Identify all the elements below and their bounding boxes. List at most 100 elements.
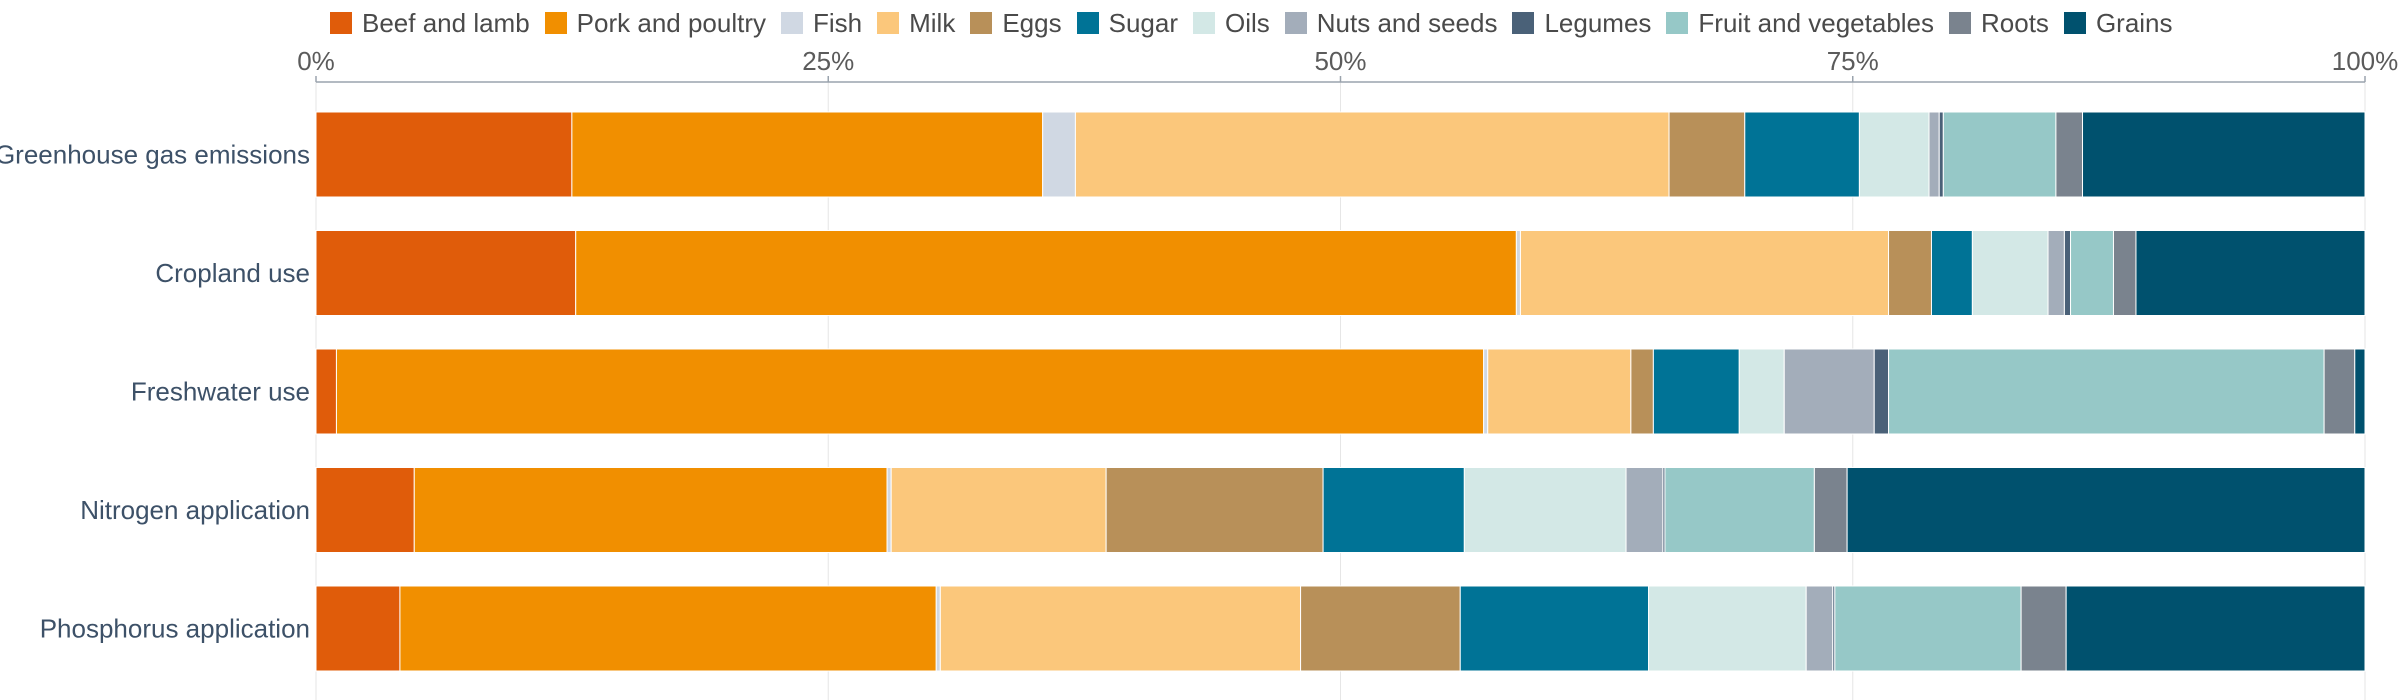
category-label: Greenhouse gas emissions [0,140,310,170]
bar-segment-phosphorus-application-sugar [1459,585,1650,672]
legend-swatch [1949,12,1972,34]
bar-segment-greenhouse-gas-emissions-oils [1858,111,1930,198]
bar-segment-cropland-use-beef-and-lamb [315,230,577,316]
bar-segment-freshwater-use-beef-and-lamb [315,348,337,435]
legend-swatch [1666,12,1689,34]
bar-segment-phosphorus-application-oils [1648,585,1807,672]
bar-segment-greenhouse-gas-emissions-beef-and-lamb [315,111,573,198]
bar-segment-phosphorus-application-pork-and-poultry [399,585,937,672]
legend-item-milk: Milk [877,8,955,39]
bar-segment-greenhouse-gas-emissions-sugar [1744,111,1860,198]
legend-item-nuts-and-seeds: Nuts and seeds [1284,7,1498,39]
bar-segment-phosphorus-application-nuts-and-seeds [1805,585,1834,672]
legend-item-beef-and-lamb: Beef and lamb [330,8,530,39]
bar-segment-phosphorus-application-fruit-and-vegetables [1834,585,2022,672]
bar-segment-phosphorus-application-milk [939,585,1302,672]
bar-segment-greenhouse-gas-emissions-fruit-and-vegetables [1942,111,2057,198]
legend-label: Roots [1981,7,2049,38]
bar-segment-freshwater-use-sugar [1652,348,1740,435]
bar-segment-freshwater-use-pork-and-poultry [335,348,1485,435]
legend-label: Eggs [1002,7,1062,38]
bar-segment-cropland-use-grains [2135,230,2366,316]
bar-segment-freshwater-use-eggs [1630,348,1654,435]
bar-segment-cropland-use-sugar [1930,230,1973,316]
bar-segment-cropland-use-fish [1515,230,1521,316]
legend-label: Sugar [1108,7,1178,38]
bar-segment-freshwater-use-milk [1487,348,1632,435]
bar-segment-cropland-use-oils [1971,230,2049,316]
category-labels: Greenhouse gas emissions Cropland use Fres… [0,140,310,644]
bar-segment-nitrogen-application-sugar [1322,467,1465,553]
bar-segment-freshwater-use-fish [1483,348,1489,435]
x-tick-label: 0% [297,46,335,76]
bar-segment-phosphorus-application-eggs [1300,585,1461,672]
legend-swatch [781,12,803,34]
legend-item-roots: Roots [1949,8,2049,39]
legend-label: Pork and poultry [576,7,766,38]
legend-swatch [1284,12,1307,34]
legend-swatch [1076,12,1099,34]
bar-segment-nitrogen-application-grains [1846,467,2366,553]
bar-segment-freshwater-use-fruit-and-vegetables [1888,348,2325,435]
bars [315,111,2366,672]
legend-item-eggs: Eggs [970,7,1062,39]
bar-segment-greenhouse-gas-emissions-roots [2055,111,2084,198]
bar-segment-cropland-use-milk [1519,230,1890,316]
bar-segment-greenhouse-gas-emissions-fish [1042,111,1076,198]
x-tick-label: 25% [802,46,854,76]
bar-segment-cropland-use-pork-and-poultry [575,230,1517,316]
bar-segment-phosphorus-application-grains [2065,585,2366,672]
legend-label: Beef and lamb [362,7,530,38]
bar-segment-nitrogen-application-pork-and-poultry [413,467,888,553]
legend-label: Nuts and seeds [1316,7,1498,38]
bar-segment-cropland-use-fruit-and-vegetables [2070,230,2114,316]
bar-segment-freshwater-use-nuts-and-seeds [1783,348,1875,435]
legend-item-grains: Grains [2063,7,2173,39]
legend-label: Grains [2095,7,2173,38]
bar-segment-phosphorus-application-fish [935,585,941,672]
legend-swatch [1193,12,1215,34]
legend-swatch [2063,12,2086,34]
legend-swatch [970,12,993,34]
x-axis-ticks: 0% 25% 50% 75% 100% [297,46,2398,82]
bar-segment-nitrogen-application-fruit-and-vegetables [1664,467,1815,553]
bar-segment-cropland-use-eggs [1888,230,1932,316]
bar-segment-phosphorus-application-beef-and-lamb [315,585,401,672]
bar-segment-freshwater-use-oils [1738,348,1785,435]
category-label: Nitrogen application [80,495,310,525]
bar-segment-nitrogen-application-eggs [1105,467,1324,553]
bar-segment-nitrogen-application-fish [886,467,892,553]
x-tick-label: 75% [1827,46,1879,76]
bar-segment-cropland-use-roots [2112,230,2137,316]
bar-segment-nitrogen-application-beef-and-lamb [315,467,415,553]
bar-segment-nitrogen-application-nuts-and-seeds [1625,467,1664,553]
legend-label: Fish [813,7,863,38]
category-label: Phosphorus application [40,614,310,644]
bar-segment-greenhouse-gas-emissions-pork-and-poultry [571,111,1044,198]
x-tick-label: 50% [1314,46,1366,76]
legend-swatch [1512,12,1535,34]
legend-label: Legumes [1544,7,1652,38]
bar-segment-phosphorus-application-roots [2020,585,2067,672]
legend-item-oils: Oils [1193,8,1270,39]
bar-segment-freshwater-use-grains [2354,348,2366,435]
category-label: Freshwater use [131,377,310,407]
bar-segment-freshwater-use-legumes [1873,348,1890,435]
legend-label: Oils [1225,7,1270,38]
bar-segment-nitrogen-application-milk [890,467,1107,553]
bar-segment-cropland-use-legumes [2063,230,2072,316]
x-tick-label: 100% [2332,46,2399,76]
bar-segment-greenhouse-gas-emissions-eggs [1668,111,1746,198]
legend-item-fruit-and-vegetables: Fruit and vegetables [1666,8,1934,39]
bar-segment-nitrogen-application-roots [1813,467,1848,553]
legend-label: Milk [909,7,956,38]
bar-segment-greenhouse-gas-emissions-nuts-and-seeds [1928,111,1940,198]
legend-label: Fruit and vegetables [1698,7,1935,38]
bar-segment-nitrogen-application-oils [1463,467,1627,553]
bar-segment-greenhouse-gas-emissions-legumes [1938,111,1944,198]
legend-item-sugar: Sugar [1076,7,1178,39]
bar-segment-freshwater-use-roots [2323,348,2356,435]
bar-segment-greenhouse-gas-emissions-milk [1074,111,1670,198]
legend-swatch [544,12,567,34]
